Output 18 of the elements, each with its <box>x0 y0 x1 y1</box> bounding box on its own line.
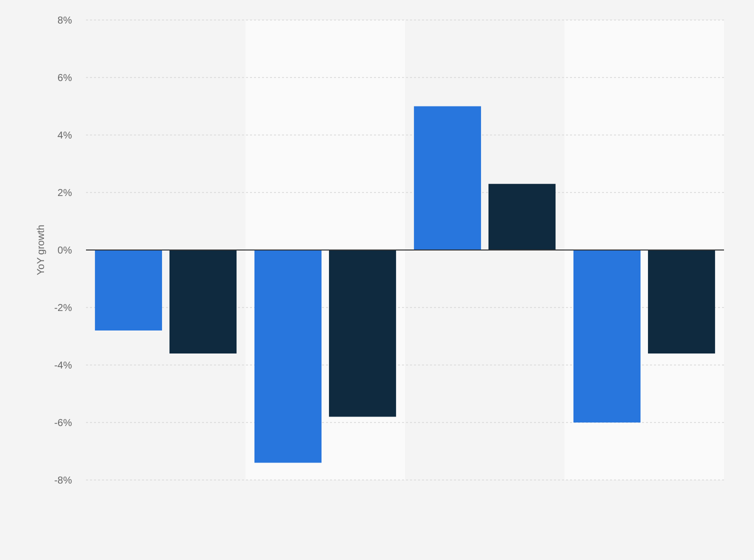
bar <box>648 250 716 354</box>
bar <box>169 250 237 354</box>
y-tick-label: 6% <box>58 73 72 84</box>
y-tick-label: -2% <box>54 303 72 314</box>
bar <box>94 250 162 330</box>
y-tick-label: -4% <box>54 360 72 372</box>
y-tick-label: 8% <box>58 16 72 26</box>
bar <box>414 106 482 250</box>
bar <box>573 250 641 422</box>
y-tick-label: 4% <box>58 130 72 142</box>
y-axis-title: YoY growth <box>36 224 47 276</box>
y-tick-label: 0% <box>58 246 72 256</box>
y-tick-label: 2% <box>58 188 72 199</box>
bar <box>328 250 396 417</box>
y-tick-label: -8% <box>54 476 72 486</box>
y-tick-label: -6% <box>54 418 72 429</box>
bar <box>488 184 556 250</box>
bar <box>254 250 322 463</box>
